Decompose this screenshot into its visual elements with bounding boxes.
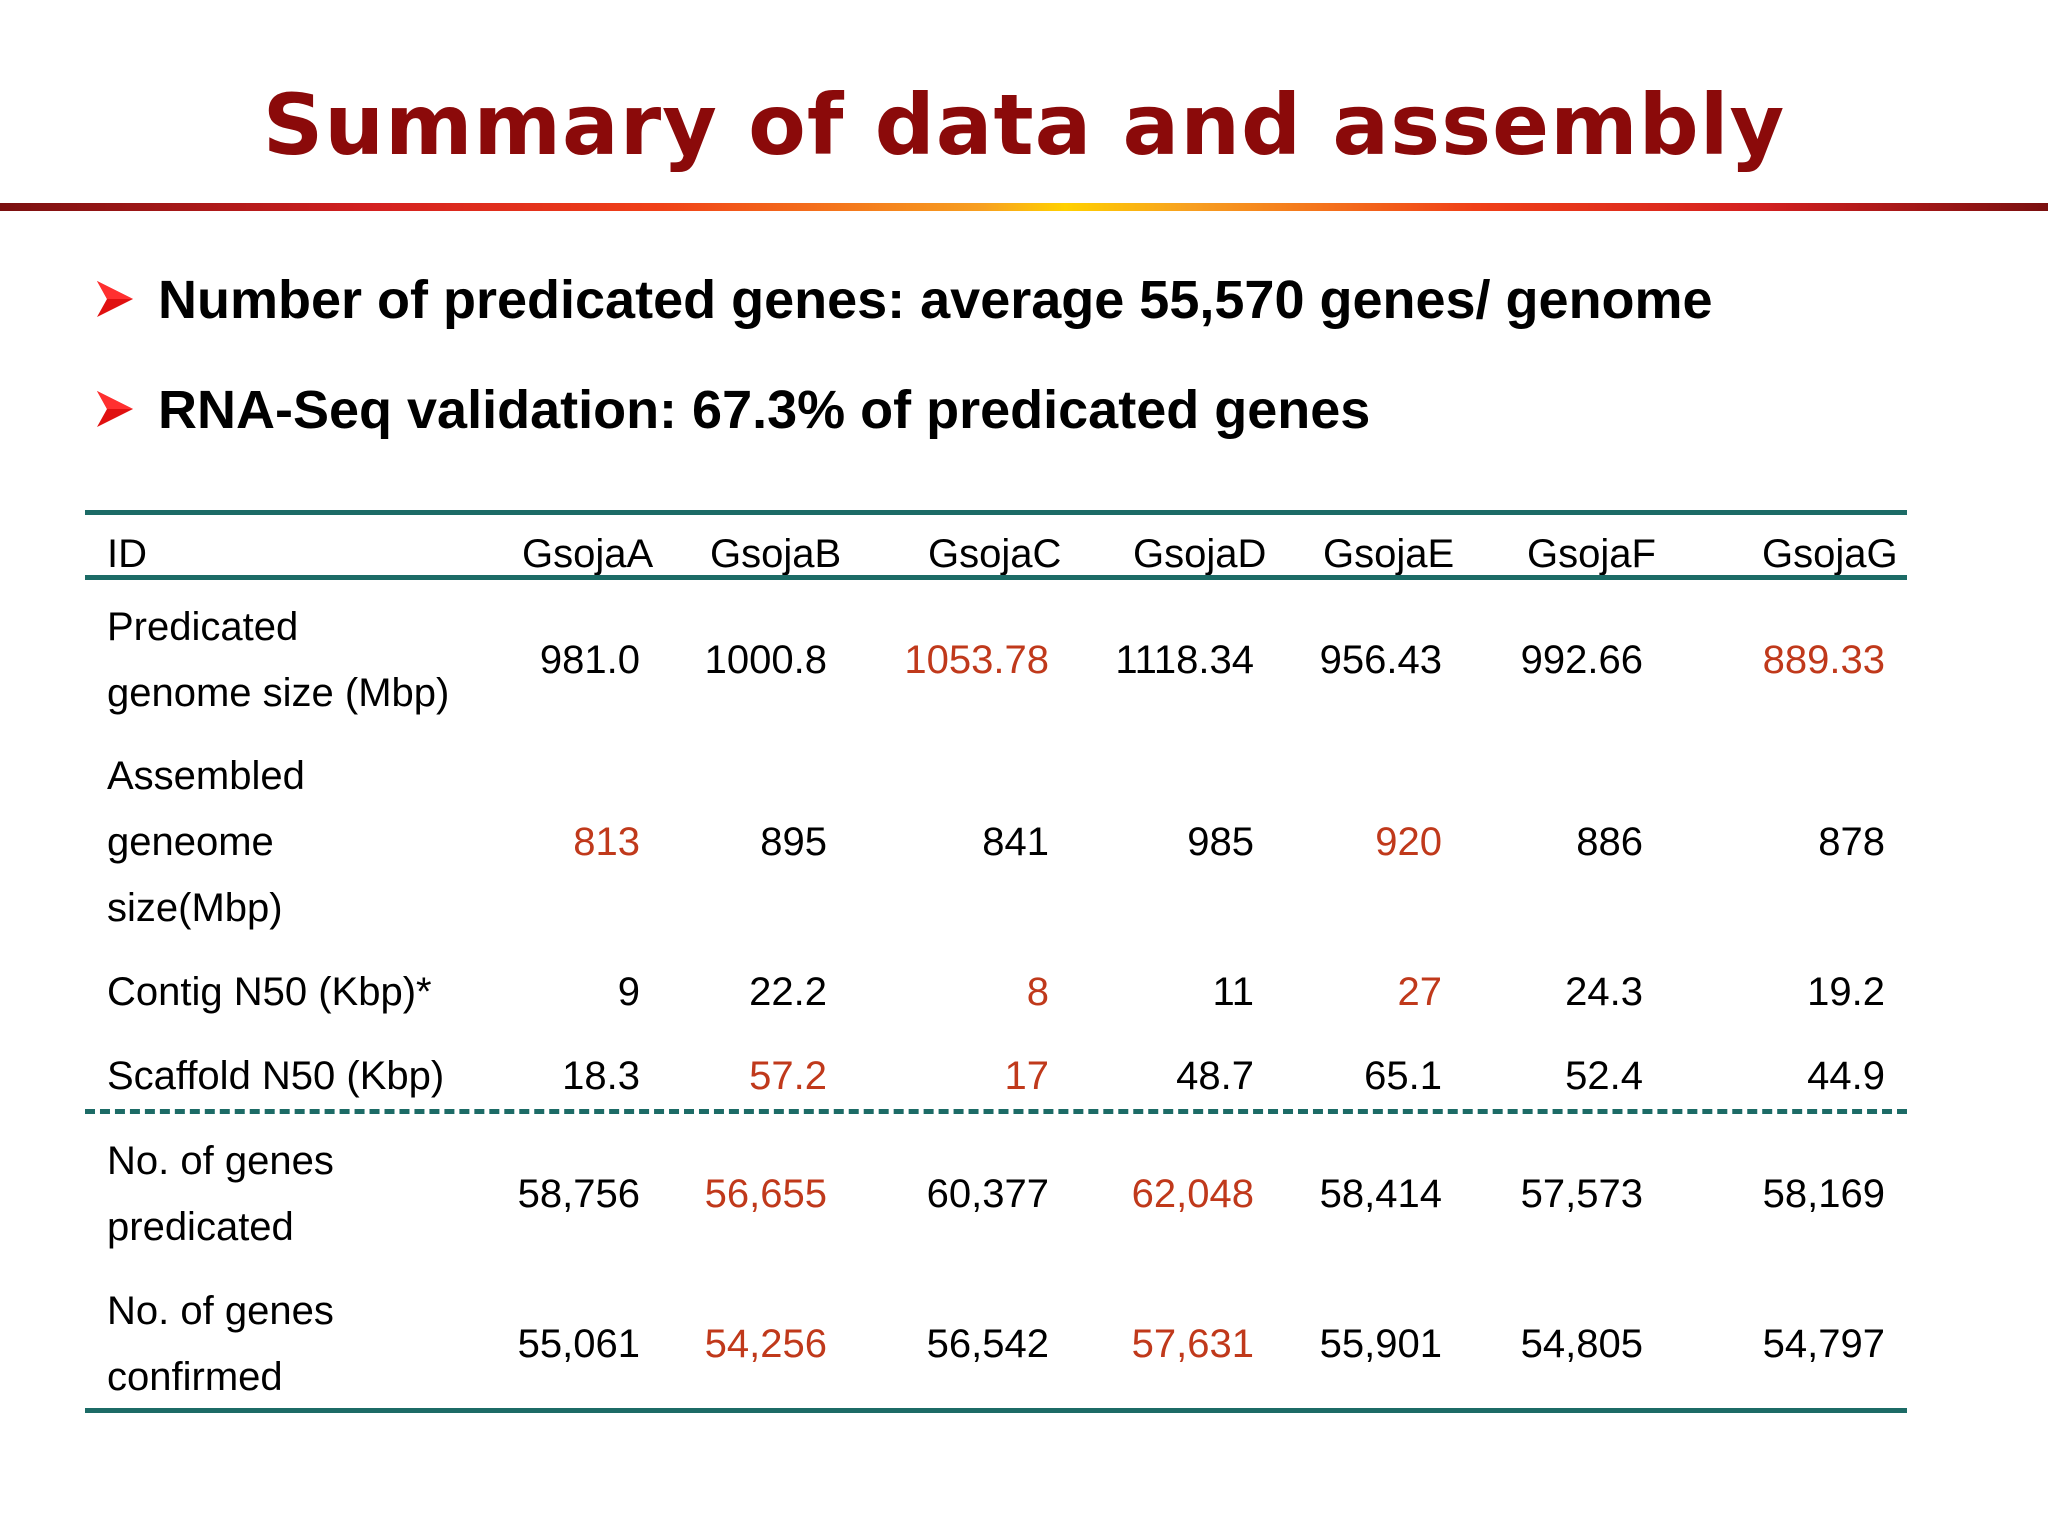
table-cell: 1118.34 — [1115, 638, 1254, 682]
table-row-label: Assembled — [107, 754, 305, 798]
table-cell: 57,631 — [1131, 1322, 1254, 1366]
table-row-label: No. of genes — [107, 1289, 334, 1333]
table-header-gsojab: GsojaB — [710, 532, 842, 576]
table-row-label: predicated — [107, 1205, 294, 1249]
table-dashed-divider — [85, 1109, 1907, 1114]
table-cell: 8 — [1026, 970, 1049, 1014]
table-row-label: size(Mbp) — [107, 886, 283, 930]
table-cell: 58,414 — [1319, 1172, 1442, 1216]
table-cell: 52.4 — [1565, 1054, 1643, 1098]
table-cell: 56,655 — [704, 1172, 827, 1216]
table-cell: 1000.8 — [704, 638, 827, 682]
table-cell: 956.43 — [1319, 638, 1442, 682]
table-cell: 19.2 — [1807, 970, 1885, 1014]
table-cell: 981.0 — [539, 638, 640, 682]
table-cell: 895 — [760, 820, 827, 864]
table-cell: 60,377 — [926, 1172, 1049, 1216]
table-cell: 889.33 — [1762, 638, 1885, 682]
table-bottom-rule — [85, 1408, 1907, 1413]
table-cell: 24.3 — [1565, 970, 1643, 1014]
table-top-rule — [85, 510, 1907, 515]
table-header-gsojac: GsojaC — [928, 532, 1062, 576]
bullet-item: RNA-Seq validation: 67.3% of predicated … — [95, 365, 1995, 475]
table-cell: 9 — [617, 970, 640, 1014]
table-cell: 65.1 — [1364, 1054, 1442, 1098]
table-cell: 1053.78 — [904, 638, 1049, 682]
table-cell: 54,805 — [1520, 1322, 1643, 1366]
table-cell: 17 — [1004, 1054, 1050, 1098]
table-row-label: Scaffold N50 (Kbp) — [107, 1054, 445, 1098]
table-cell: 55,061 — [517, 1322, 640, 1366]
bullet-list: Number of predicated genes: average 55,5… — [95, 255, 1995, 475]
table-cell: 878 — [1818, 820, 1885, 864]
bullet-item: Number of predicated genes: average 55,5… — [95, 255, 1995, 365]
table-cell: 44.9 — [1807, 1054, 1885, 1098]
table-cell: 992.66 — [1520, 638, 1643, 682]
table-cell: 48.7 — [1176, 1054, 1254, 1098]
table-cell: 55,901 — [1319, 1322, 1442, 1366]
table-header-gsojad: GsojaD — [1133, 532, 1267, 576]
table-row-label: genome size (Mbp) — [107, 671, 450, 715]
table-header-id: ID — [107, 532, 147, 576]
table-row-label: geneome — [107, 820, 274, 864]
table-cell: 57.2 — [749, 1054, 827, 1098]
table-header-gsojaf: GsojaF — [1527, 532, 1656, 576]
table-cell: 11 — [1212, 970, 1254, 1014]
table-cell: 813 — [573, 820, 640, 864]
table-cell: 27 — [1397, 970, 1443, 1014]
table-header-rule — [85, 575, 1907, 580]
table-cell: 54,797 — [1762, 1322, 1885, 1366]
table-cell: 54,256 — [704, 1322, 827, 1366]
table-header-gsojae: GsojaE — [1323, 532, 1455, 576]
table-cell: 62,048 — [1131, 1172, 1254, 1216]
table-cell: 58,169 — [1762, 1172, 1885, 1216]
table-cell: 841 — [982, 820, 1049, 864]
table-cell: 56,542 — [926, 1322, 1049, 1366]
table-cell: 886 — [1576, 820, 1643, 864]
summary-table: ID GsojaA GsojaB GsojaC GsojaD GsojaE Gs… — [85, 510, 1907, 1418]
arrow-bullet-icon — [97, 391, 133, 427]
table-header-gsojaa: GsojaA — [522, 532, 654, 576]
table-header-gsojag: GsojaG — [1762, 532, 1898, 576]
table-cell: 58,756 — [517, 1172, 640, 1216]
arrow-bullet-icon — [97, 281, 133, 317]
table-cell: 57,573 — [1520, 1172, 1643, 1216]
table-cell: 985 — [1187, 820, 1254, 864]
table-cell: 18.3 — [562, 1054, 640, 1098]
table-row-label: No. of genes — [107, 1139, 334, 1183]
table-row-label: Predicated — [107, 605, 299, 649]
slide-title: Summary of data and assembly — [262, 76, 1786, 174]
bullet-text: RNA-Seq validation: 67.3% of predicated … — [158, 380, 1371, 440]
table-cell: 22.2 — [749, 970, 827, 1014]
table-row-label: confirmed — [107, 1355, 283, 1399]
table-row-label: Contig N50 (Kbp)* — [107, 970, 432, 1014]
bullet-text: Number of predicated genes: average 55,5… — [158, 270, 1713, 330]
title-divider — [0, 203, 2048, 211]
table-cell: 920 — [1375, 820, 1442, 864]
